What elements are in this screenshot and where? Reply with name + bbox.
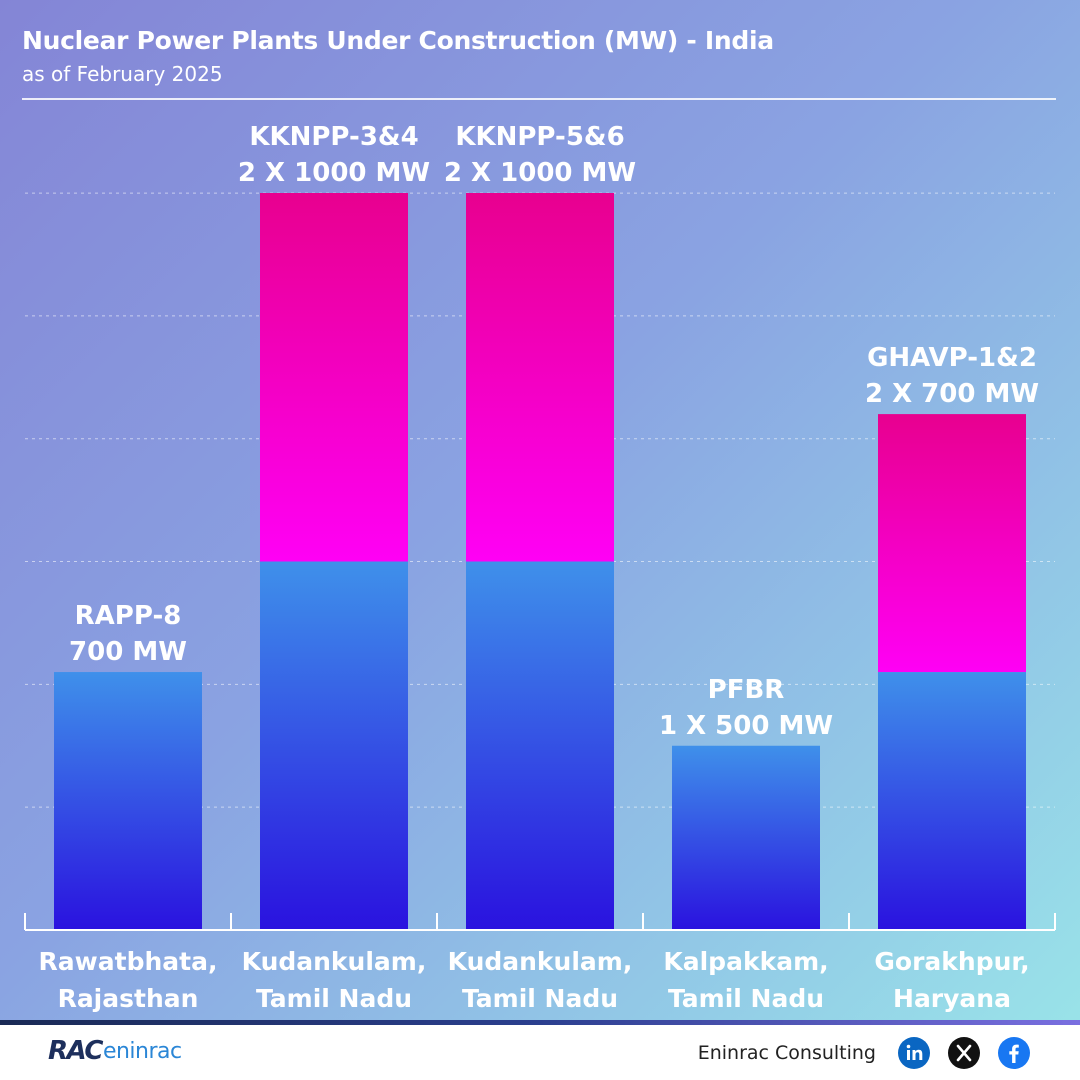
- bar-annotation-label: 2 X 1000 MW: [444, 158, 636, 188]
- bars: [54, 193, 1026, 930]
- x-tick-label: Rawatbhata,: [39, 947, 218, 976]
- chart-subtitle: as of February 2025: [22, 62, 223, 86]
- bar-annotation-label: KKNPP-3&4: [249, 122, 418, 152]
- bar-segment-top: [466, 193, 614, 562]
- bar-segment-base: [260, 561, 408, 930]
- bar-annotation-label: GHAVP-1&2: [867, 343, 1037, 373]
- bar-annotation-label: 2 X 1000 MW: [238, 158, 430, 188]
- bar-annotation-label: 700 MW: [69, 637, 187, 667]
- bar-segment-base: [54, 672, 202, 930]
- x-tick-label: Kudankulam,: [242, 947, 427, 976]
- x-tick-label: Tamil Nadu: [668, 984, 824, 1013]
- facebook-icon[interactable]: [998, 1037, 1030, 1069]
- bar-annotation-label: 2 X 700 MW: [865, 379, 1039, 409]
- x-axis: [24, 913, 1056, 931]
- logo-eninrac-text: eninrac: [102, 1038, 182, 1064]
- x-tick-label: Tamil Nadu: [462, 984, 618, 1013]
- chart-title: Nuclear Power Plants Under Construction …: [22, 26, 774, 55]
- bar-segment-base: [878, 672, 1026, 930]
- bar-annotation-label: RAPP-8: [75, 601, 182, 631]
- title-divider: [22, 98, 1056, 100]
- x-tick-label: Kudankulam,: [448, 947, 633, 976]
- bar-chart: RAPP-8 700 MW Rawatbhata, Rajasthan KKNPP-3&…: [24, 122, 1056, 1013]
- x-tick-label: Kalpakkam,: [663, 947, 828, 976]
- x-icon[interactable]: [948, 1037, 980, 1069]
- bar-annotation-label: 1 X 500 MW: [659, 711, 833, 741]
- x-tick-label: Gorakhpur,: [874, 947, 1029, 976]
- logo-rac-text: RAC: [48, 1036, 103, 1066]
- x-tick-label: Rajasthan: [58, 984, 199, 1013]
- labels: RAPP-8 700 MW Rawatbhata, Rajasthan KKNPP-3&…: [39, 122, 1040, 1013]
- x-tick-label: Haryana: [893, 984, 1011, 1013]
- x-tick-label: Tamil Nadu: [256, 984, 412, 1013]
- bar-annotation-label: KKNPP-5&6: [455, 122, 624, 152]
- bar-segment-base: [466, 561, 614, 930]
- linkedin-icon[interactable]: [898, 1037, 930, 1069]
- footer: RAC eninrac Eninrac Consulting: [0, 1020, 1080, 1080]
- bar-segment-top: [260, 193, 408, 562]
- footer-strip: [0, 1020, 1080, 1025]
- bar-segment-base: [672, 745, 820, 930]
- company-name: Eninrac Consulting: [697, 1042, 876, 1064]
- bar-annotation-label: PFBR: [708, 675, 785, 705]
- eninrac-logo[interactable]: RAC eninrac: [48, 1035, 182, 1067]
- bar-segment-top: [878, 414, 1026, 673]
